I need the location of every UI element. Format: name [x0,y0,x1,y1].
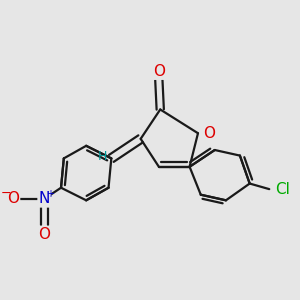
Text: O: O [7,191,19,206]
Text: O: O [153,64,165,79]
Text: +: + [46,189,54,199]
Text: −: − [1,188,11,200]
Text: Cl: Cl [275,182,290,196]
Text: H: H [98,151,107,164]
Text: N: N [39,191,50,206]
Text: O: O [38,227,50,242]
Text: O: O [203,126,215,141]
